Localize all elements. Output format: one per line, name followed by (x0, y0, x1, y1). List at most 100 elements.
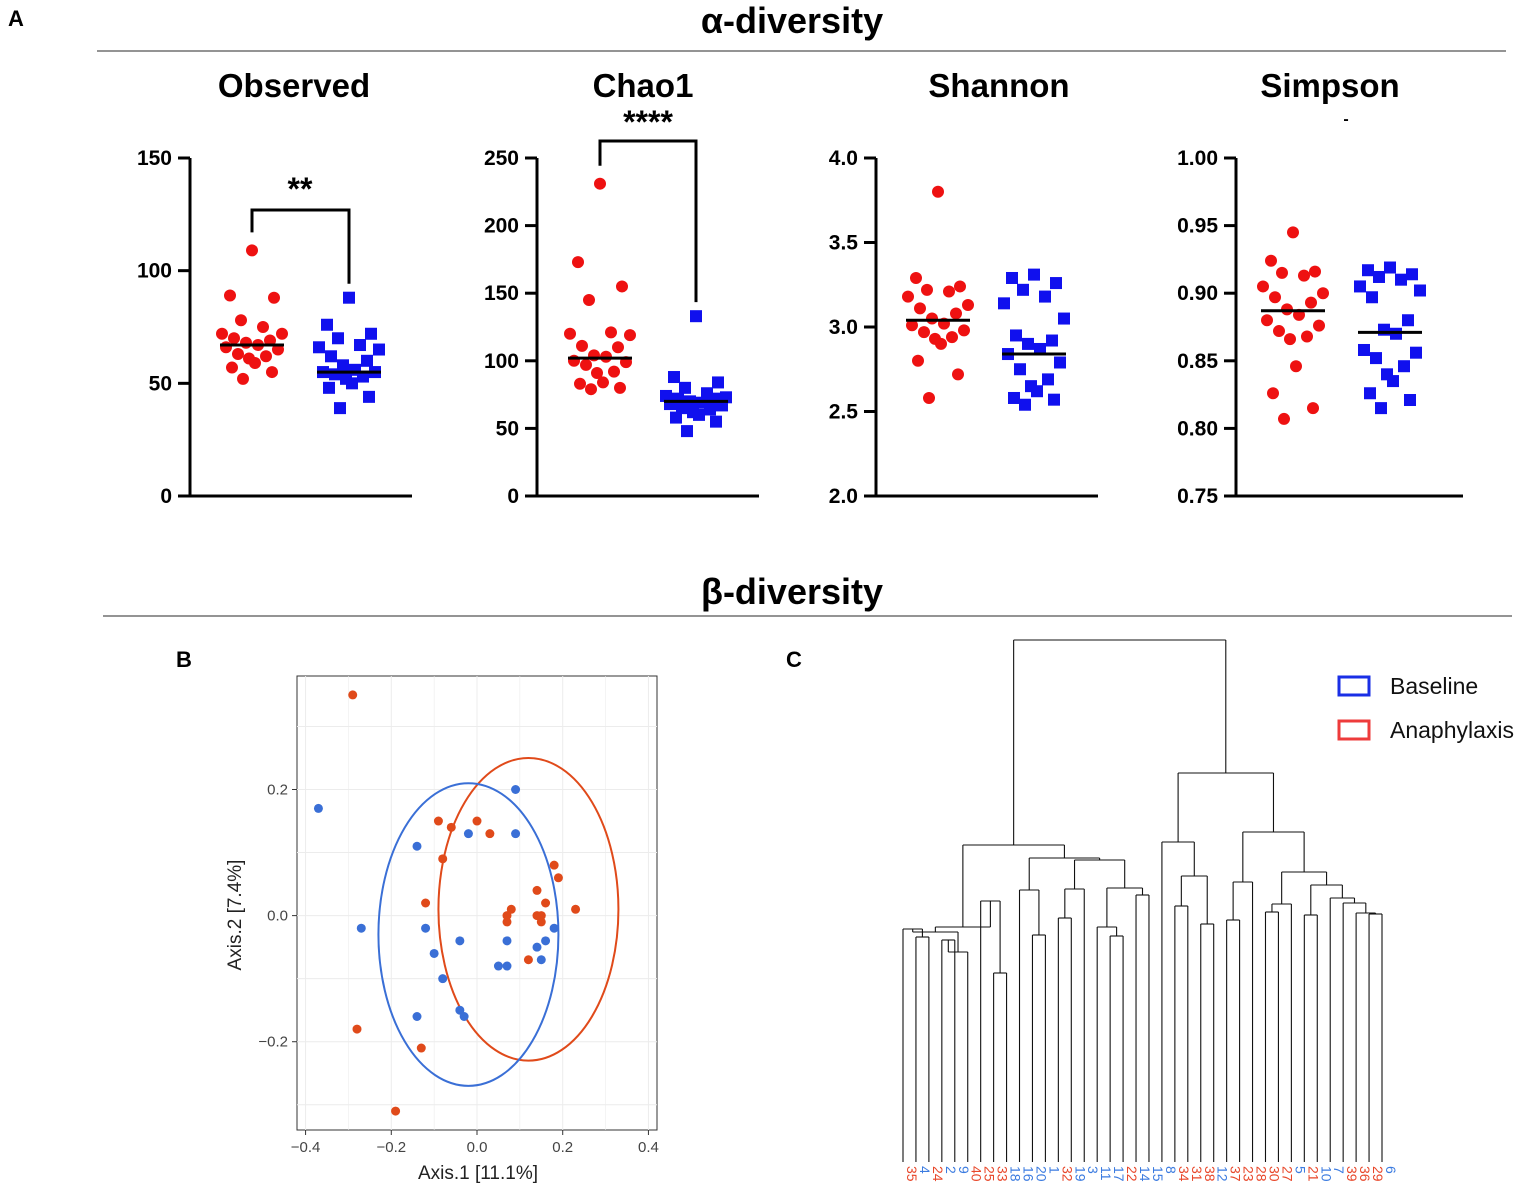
data-point-baseline (361, 354, 373, 367)
y-tick-label: 0.85 (1177, 350, 1218, 373)
data-point-anaphylaxis (946, 331, 958, 344)
leaf-label-anaphylaxis: 29 (1370, 1166, 1386, 1182)
y-tick-label: 50 (496, 417, 519, 440)
data-point-baseline (1370, 352, 1382, 365)
significance-bracket (250, 208, 351, 284)
data-point-baseline (690, 310, 702, 323)
leaf-label-anaphylaxis: 34 (1176, 1166, 1192, 1182)
y-tick-label: 4.0 (829, 147, 858, 170)
data-point-anaphylaxis (1309, 265, 1321, 278)
y-tick-label: 150 (137, 147, 172, 170)
leaf-label-baseline: 11 (1098, 1166, 1114, 1181)
y-tick-label: 100 (137, 260, 172, 283)
pcoa-point-baseline (455, 936, 465, 946)
data-point-anaphylaxis (958, 324, 970, 337)
data-point-anaphylaxis (906, 319, 918, 332)
data-point-anaphylaxis (1269, 291, 1281, 304)
alpha-diversity-title: α-diversity (701, 0, 883, 41)
pcoa-point-anaphylaxis (532, 885, 542, 895)
leaf-label-anaphylaxis: 22 (1124, 1166, 1140, 1182)
data-point-anaphylaxis (257, 321, 269, 333)
y-tick-label: 100 (484, 350, 519, 373)
pcoa-point-baseline (412, 1012, 422, 1021)
data-point-anaphylaxis (1257, 280, 1269, 293)
data-point-baseline (704, 403, 716, 416)
legend-label-anaphylaxis: Anaphylaxis (1390, 717, 1514, 743)
data-point-anaphylaxis (912, 354, 924, 367)
data-point-anaphylaxis (597, 376, 609, 389)
pcoa-point-baseline (502, 961, 512, 971)
data-point-baseline (1354, 280, 1366, 293)
data-point-baseline (668, 371, 680, 384)
data-point-anaphylaxis (1313, 319, 1325, 332)
leaf-label-baseline: 14 (1137, 1166, 1153, 1182)
data-point-anaphylaxis (585, 383, 597, 396)
data-point-anaphylaxis (237, 372, 249, 385)
data-point-baseline (1387, 375, 1399, 388)
y-tick-label: 0 (507, 485, 519, 508)
data-point-anaphylaxis (923, 391, 935, 404)
pcoa-point-anaphylaxis (536, 917, 546, 927)
data-point-baseline (329, 368, 341, 381)
leaf-label-anaphylaxis: 28 (1254, 1166, 1270, 1182)
panel-title: Simpson (1260, 67, 1399, 104)
data-point-baseline (1050, 277, 1062, 290)
x-tick-label: −0.4 (291, 1139, 321, 1156)
leaf-label-baseline: 15 (1150, 1166, 1166, 1182)
panel-letter-a: A (8, 6, 24, 31)
data-point-anaphylaxis (583, 293, 595, 306)
leaf-label-anaphylaxis: 21 (1305, 1166, 1321, 1182)
x-tick-label: −0.2 (376, 1139, 406, 1156)
data-point-anaphylaxis (226, 361, 238, 374)
data-point-anaphylaxis (932, 185, 944, 198)
data-point-anaphylaxis (608, 365, 620, 378)
data-point-anaphylaxis (564, 327, 576, 340)
y-tick-label: 250 (484, 147, 519, 170)
data-point-anaphylaxis (1287, 226, 1299, 239)
data-point-anaphylaxis (1301, 330, 1313, 343)
pcoa-point-baseline (511, 829, 521, 839)
significance-stars: **** (623, 104, 673, 140)
y-tick-label: 200 (484, 215, 519, 238)
data-point-baseline (1364, 387, 1376, 400)
data-point-baseline (1019, 398, 1031, 411)
data-point-baseline (1366, 291, 1378, 304)
data-point-baseline (998, 297, 1010, 310)
data-point-anaphylaxis (612, 341, 624, 354)
data-point-baseline (1034, 342, 1046, 355)
data-point-anaphylaxis (235, 314, 247, 327)
leaf-label-baseline: 4 (917, 1166, 933, 1174)
data-point-anaphylaxis (276, 327, 288, 340)
leaf-label-baseline: 9 (956, 1166, 972, 1174)
data-point-anaphylaxis (624, 329, 636, 342)
data-point-baseline (321, 318, 333, 331)
data-point-anaphylaxis (224, 289, 236, 302)
y-tick-label: 0.2 (267, 782, 288, 799)
pcoa-point-baseline (438, 974, 448, 984)
data-point-anaphylaxis (605, 326, 617, 339)
data-point-anaphylaxis (220, 341, 232, 354)
pcoa-point-baseline (356, 923, 366, 933)
leaf-label-anaphylaxis: 37 (1228, 1166, 1244, 1182)
leaf-label-baseline: 2 (943, 1166, 959, 1174)
data-point-baseline (337, 359, 349, 372)
data-point-anaphylaxis (1276, 266, 1288, 279)
data-point-baseline (1404, 394, 1416, 407)
data-point-anaphylaxis (574, 377, 586, 390)
data-point-baseline (679, 381, 691, 394)
data-point-anaphylaxis (216, 327, 228, 340)
legend-swatch-anaphylaxis (1337, 719, 1371, 741)
confidence-ellipse-baseline (377, 782, 560, 1087)
data-point-anaphylaxis (952, 368, 964, 381)
data-point-baseline (693, 408, 705, 421)
data-point-anaphylaxis (260, 350, 272, 363)
leaf-label-baseline: 1 (1046, 1166, 1062, 1174)
data-point-anaphylaxis (1267, 387, 1279, 400)
significance-bracket (598, 139, 698, 303)
data-point-baseline (1014, 363, 1026, 376)
pcoa-point-baseline (313, 803, 323, 813)
data-point-baseline (1375, 402, 1387, 415)
data-point-baseline (1048, 393, 1060, 406)
data-point-baseline (1373, 270, 1385, 283)
y-tick-label: 2.0 (829, 485, 858, 508)
